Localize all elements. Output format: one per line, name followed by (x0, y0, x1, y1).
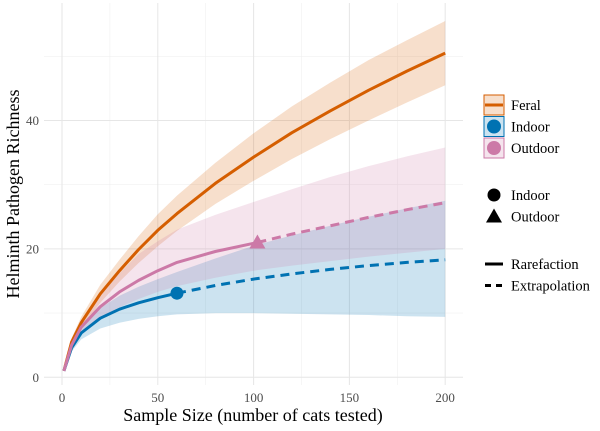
observed-point-outdoor (249, 234, 266, 249)
x-axis-ticks: 0 50 100 150 200 (59, 390, 455, 405)
band-indoor (63, 200, 446, 371)
legend-label: Indoor (511, 188, 550, 204)
x-tick-label: 0 (59, 390, 66, 405)
legend: Feral Indoor Outdoor Indoor Outdoor Rarefacti… (483, 94, 591, 295)
observed-point-indoor (170, 286, 184, 300)
legend-circle-icon (487, 119, 501, 134)
rarefaction-line-feral (62, 51, 446, 372)
observed-markers (170, 234, 266, 300)
y-tick-label: 0 (33, 370, 40, 385)
band-feral (63, 21, 446, 371)
legend-circle-icon (487, 141, 501, 155)
x-tick-label: 150 (340, 390, 360, 405)
extrapolation-line-outdoor (257, 201, 446, 244)
x-tick-label: 100 (244, 390, 264, 405)
extrapolation-line-indoor (176, 258, 446, 295)
x-tick-label: 50 (151, 390, 164, 405)
legend-label: Outdoor (511, 210, 560, 226)
legend-label: Rarefaction (511, 257, 579, 273)
y-tick-label: 20 (26, 241, 39, 256)
y-tick-label: 40 (26, 113, 39, 128)
legend-label: Extrapolation (511, 279, 591, 295)
legend-circle-icon (487, 188, 501, 202)
legend-label: Outdoor (511, 141, 560, 157)
y-axis-title: Helminth Pathogen Richness (3, 90, 23, 299)
gridlines (44, 3, 463, 385)
legend-triangle-icon (486, 208, 502, 223)
confidence-bands (63, 21, 446, 371)
x-axis-title: Sample Size (number of cats tested) (123, 405, 382, 426)
legend-label: Feral (511, 98, 541, 114)
y-axis-ticks: 0 20 40 (26, 113, 39, 385)
x-tick-label: 200 (435, 390, 455, 405)
legend-label: Indoor (511, 120, 550, 136)
band-outdoor (63, 147, 446, 371)
series-lines (62, 51, 446, 372)
rarefaction-line-outdoor (62, 241, 258, 372)
